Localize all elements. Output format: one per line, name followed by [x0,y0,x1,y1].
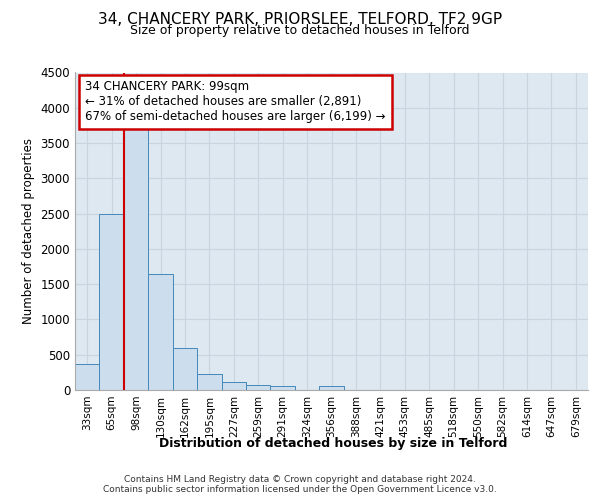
Text: 34 CHANCERY PARK: 99sqm
← 31% of detached houses are smaller (2,891)
67% of semi: 34 CHANCERY PARK: 99sqm ← 31% of detache… [85,80,386,124]
Bar [100,214,124,390]
Bar [173,348,197,390]
Text: Distribution of detached houses by size in Telford: Distribution of detached houses by size … [159,438,507,450]
Bar [197,374,221,390]
Text: Contains HM Land Registry data © Crown copyright and database right 2024.
Contai: Contains HM Land Registry data © Crown c… [103,474,497,494]
Text: Size of property relative to detached houses in Telford: Size of property relative to detached ho… [130,24,470,37]
Text: 34, CHANCERY PARK, PRIORSLEE, TELFORD, TF2 9GP: 34, CHANCERY PARK, PRIORSLEE, TELFORD, T… [98,12,502,28]
Bar [75,364,100,390]
Bar [319,386,344,390]
Bar [221,382,246,390]
Bar [148,274,173,390]
Y-axis label: Number of detached properties: Number of detached properties [22,138,35,324]
Bar [246,386,271,390]
Bar [124,126,148,390]
Bar [271,386,295,390]
